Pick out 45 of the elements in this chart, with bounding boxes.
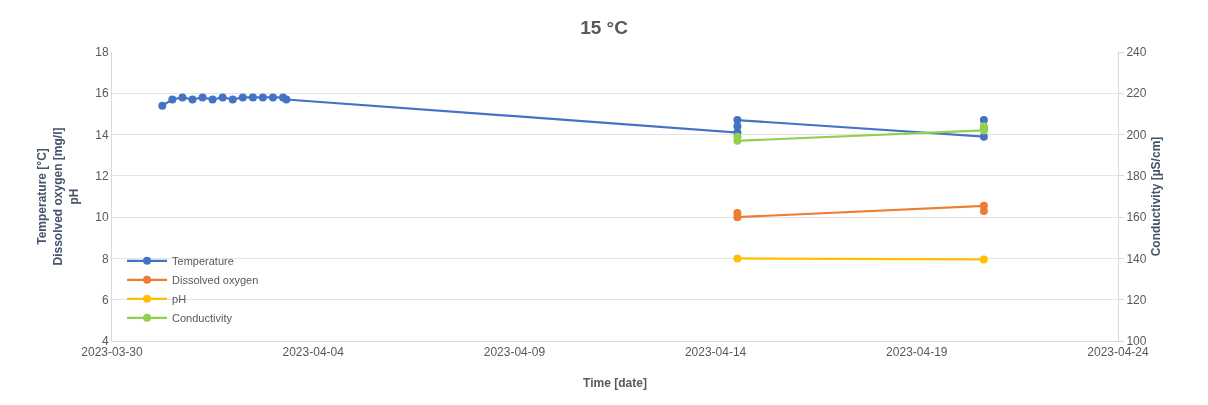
point <box>733 254 742 263</box>
legend-label: Temperature <box>172 255 234 268</box>
x-tick-label: 2023-04-19 <box>886 345 948 360</box>
y-tick-label: 16 <box>95 86 109 101</box>
y-tick-label: 8 <box>101 251 109 266</box>
y-tick-label: 10 <box>95 210 109 225</box>
x-tick-label: 2023-04-09 <box>483 345 546 360</box>
point <box>282 95 291 104</box>
y-tick-label: 12 <box>95 169 109 184</box>
x-axis-title: Time [date] <box>583 376 647 390</box>
point <box>979 132 988 141</box>
x-tick-label: 2023-03-30 <box>81 345 144 360</box>
point <box>258 93 267 102</box>
y-axis-title: Temperature [°C] Dissolved oxygen [mg/l] pH <box>35 127 81 266</box>
y2-tick-label: 180 <box>1126 169 1147 184</box>
y2-tick-label: 200 <box>1126 127 1147 142</box>
y-tick-label: 6 <box>101 292 109 307</box>
point <box>268 93 277 102</box>
y2-axis-title: Conductivity [µS/cm] <box>1148 136 1163 257</box>
y2-tick-label: 120 <box>1126 292 1147 307</box>
y2-tick-label: 140 <box>1126 251 1147 266</box>
point <box>238 93 247 102</box>
y2-tick-label: 220 <box>1126 86 1147 101</box>
x-tick-label: 2023-04-04 <box>282 345 345 360</box>
y2-tick-label: 160 <box>1126 210 1147 225</box>
legend-label: pH <box>172 293 187 306</box>
point <box>979 255 988 264</box>
chart-title: 15 °C <box>580 16 629 38</box>
point <box>168 95 177 104</box>
point <box>733 116 742 125</box>
legend-label: Dissolved oxygen <box>172 274 259 287</box>
legend-label: Conductivity <box>172 312 233 325</box>
point <box>208 95 217 104</box>
x-tick-label: 2023-04-14 <box>684 345 747 360</box>
point <box>198 93 207 102</box>
point <box>218 93 227 102</box>
y-tick-label: 18 <box>95 45 109 60</box>
point <box>158 101 167 110</box>
y-tick-label: 14 <box>95 127 109 142</box>
point <box>178 93 187 102</box>
x-tick-label: 2023-04-24 <box>1087 345 1150 360</box>
y2-tick-label: 240 <box>1126 45 1147 60</box>
point <box>228 95 237 104</box>
point <box>188 95 197 104</box>
point <box>248 93 257 102</box>
